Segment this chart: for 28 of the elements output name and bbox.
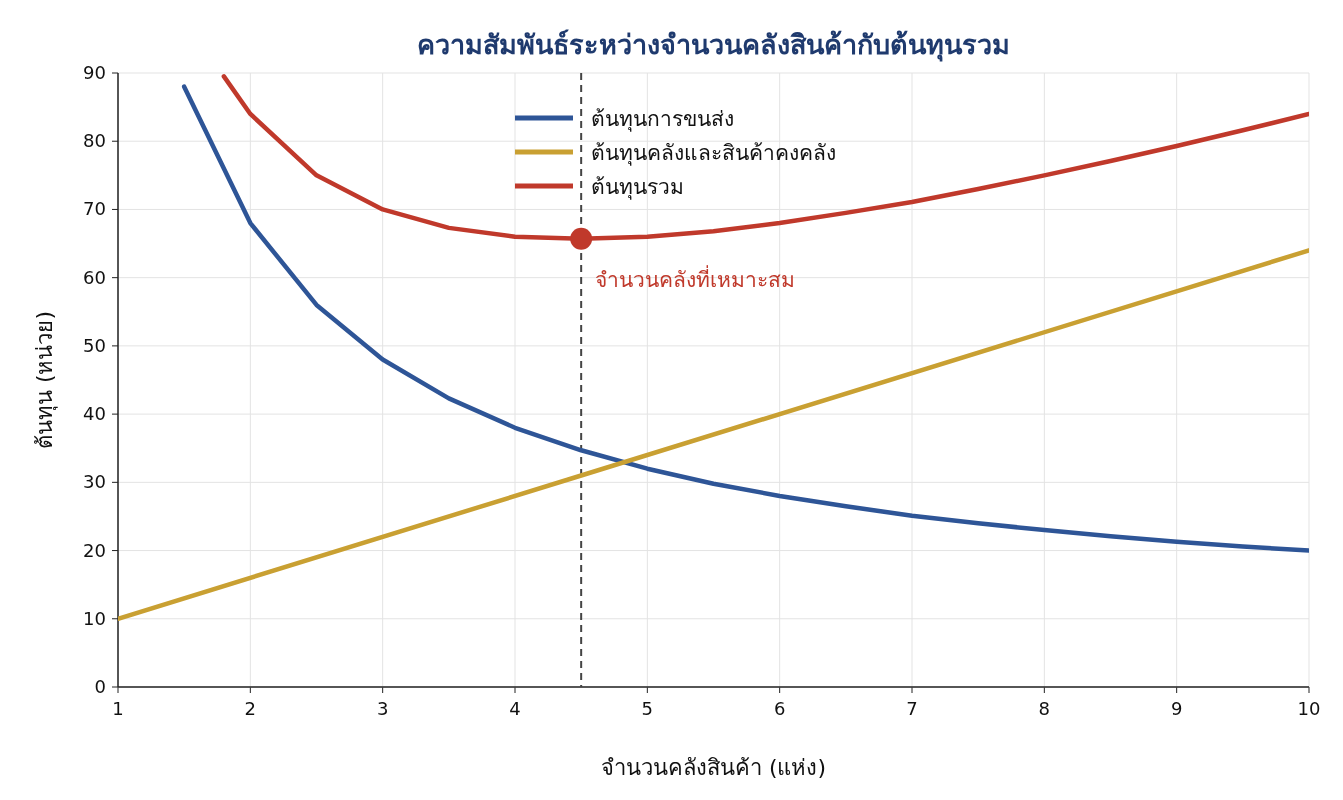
x-tick-label: 4 <box>509 698 521 719</box>
y-axis-title: ต้นทุน (หน่วย) <box>32 310 58 450</box>
line-series <box>181 84 1309 553</box>
y-tick-label: 60 <box>83 266 106 288</box>
y-tick-label: 80 <box>83 130 106 152</box>
x-tick-label: 8 <box>1038 698 1051 719</box>
annotation: จำนวนคลังที่เหมาะสม <box>595 264 796 292</box>
x-tick-label: 6 <box>773 698 786 719</box>
y-tick-label: 40 <box>83 403 106 425</box>
x-tick-label: 9 <box>1170 698 1183 719</box>
y-tick-label: 90 <box>83 62 106 83</box>
x-tick-label: 7 <box>906 698 918 719</box>
chart-title: ความสัมพันธ์ระหว่างจำนวนคลังสินค้ากับต้นทุนรวม <box>417 29 1010 62</box>
x-tick-label: 3 <box>376 698 389 719</box>
y-tick-label: 20 <box>83 539 106 561</box>
x-tick-label: 1 <box>112 698 124 719</box>
x-tick-label: 2 <box>244 698 257 719</box>
legend-label: ต้นทุนคลังและสินค้าคงคลัง <box>591 141 836 166</box>
x-axis-title: จำนวนคลังสินค้า (แห่ง) <box>600 755 827 780</box>
legend-label: ต้นทุนรวม <box>591 175 684 200</box>
x-tick-label: 10 <box>1297 698 1321 719</box>
y-tick-label: 10 <box>83 607 106 629</box>
y-tick-label: 70 <box>83 198 106 220</box>
legend-label: ต้นทุนการขนส่ง <box>591 107 734 132</box>
x-tick-label: 5 <box>641 698 654 719</box>
y-tick-label: 50 <box>83 334 106 356</box>
y-tick-label: 0 <box>94 676 106 697</box>
y-tick-label: 30 <box>83 471 106 493</box>
